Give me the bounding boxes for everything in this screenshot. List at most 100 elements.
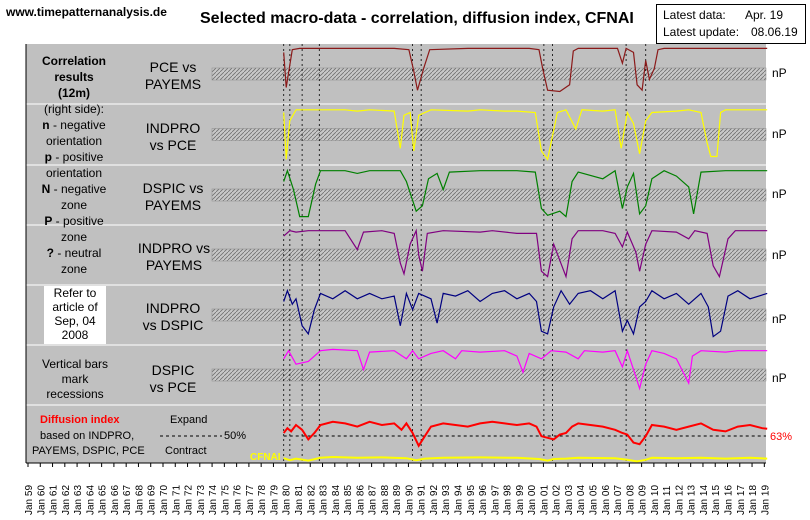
legend-p-text: - positive (51, 150, 104, 164)
panel-label-indpro-dspic-l1: INDPRO (145, 300, 201, 316)
x-tick-label-5: Jan 64 (85, 485, 96, 515)
panel-label-dspic-pce: DSPIC vs PCE (128, 362, 218, 396)
series-indpro-vs-dspic (283, 288, 768, 338)
refer-line-1: Refer to (53, 286, 97, 300)
series-diffusion-index (282, 420, 768, 448)
recession-note: Vertical bars mark recessions (30, 357, 120, 402)
neutral-band-3 (211, 248, 767, 262)
legend-P: P - positive (26, 213, 122, 229)
neutral-band-0 (211, 67, 767, 81)
x-tick-label-14: Jan 73 (196, 485, 207, 515)
x-tick-label-9: Jan 68 (134, 485, 145, 515)
x-tick-label-27: Jan 86 (355, 485, 366, 515)
x-tick-label-40: Jan 99 (515, 485, 526, 515)
legend-q-text: - neutral (53, 246, 102, 260)
result-indpro-payems: nP (772, 248, 787, 262)
result-dspic-pce: nP (772, 371, 787, 385)
panel-label-dspic-payems: DSPIC vs PAYEMS (128, 180, 218, 214)
x-tick-label-29: Jan 88 (380, 485, 391, 515)
panel-label-indpro-pce-l2: vs PCE (149, 137, 197, 153)
refer-line-4: 2008 (61, 328, 89, 342)
x-tick-label-4: Jan 63 (73, 485, 84, 515)
x-tick-label-30: Jan 89 (392, 485, 403, 515)
recession-line-3: recessions (46, 387, 104, 401)
legend-n: n - negative (26, 117, 122, 133)
x-tick-label-43: Jan 02 (552, 485, 563, 515)
x-tick-label-11: Jan 70 (159, 485, 170, 515)
x-tick-label-0: Jan 59 (24, 485, 35, 515)
legend-q-key: ? (46, 246, 54, 260)
x-tick-label-39: Jan 98 (503, 485, 514, 515)
refer-line-3: Sep, 04 (54, 314, 96, 328)
x-tick-label-57: Jan 16 (724, 485, 735, 515)
panel-label-pce-payems-l1: PCE vs (149, 59, 197, 75)
x-tick-label-50: Jan 09 (638, 485, 649, 515)
x-tick-label-60: Jan 19 (760, 485, 771, 515)
diffusion-based-2: PAYEMS, DSPIC, PCE (32, 445, 145, 457)
x-tick-label-21: Jan 80 (282, 485, 293, 515)
x-tick-label-49: Jan 08 (625, 485, 636, 515)
series-dspic-vs-payems (283, 168, 768, 218)
recession-line-2: mark (61, 372, 89, 386)
latest-data-value: Apr. 19 (745, 8, 784, 22)
panel-label-dspic-pce-l1: DSPIC (151, 362, 195, 378)
diffusion-title: Diffusion index (40, 414, 120, 426)
cfnai-label: CFNAI (250, 452, 281, 463)
latest-data-row: Latest data: Apr. 19 (663, 8, 783, 22)
x-tick-label-23: Jan 82 (306, 485, 317, 515)
x-tick-label-54: Jan 13 (687, 485, 698, 515)
x-tick-label-28: Jan 87 (368, 485, 379, 515)
x-tick-label-22: Jan 81 (294, 485, 305, 515)
x-tick-label-19: Jan 78 (257, 485, 268, 515)
legend-P-text2: zone (60, 230, 88, 244)
latest-update-label: Latest update: (663, 25, 740, 39)
x-tick-label-44: Jan 03 (564, 485, 575, 515)
panel-label-indpro-dspic-l2: vs DSPIC (142, 317, 204, 333)
panel-label-dspic-payems-l1: DSPIC vs (142, 180, 204, 196)
x-tick-label-24: Jan 83 (319, 485, 330, 515)
x-tick-label-55: Jan 14 (699, 485, 710, 515)
x-tick-label-47: Jan 06 (601, 485, 612, 515)
x-tick-label-13: Jan 72 (184, 485, 195, 515)
panel-label-indpro-pce: INDPRO vs PCE (128, 120, 218, 154)
legend-P-key: P (44, 214, 53, 228)
x-tick-label-1: Jan 60 (36, 485, 47, 515)
diffusion-based-1: based on INDPRO, (40, 430, 135, 442)
result-dspic-payems: nP (772, 187, 787, 201)
result-indpro-dspic: nP (772, 312, 787, 326)
legend-P-text: - positive (52, 214, 104, 228)
result-pce-payems: nP (772, 66, 787, 80)
x-tick-label-56: Jan 15 (711, 485, 722, 515)
neutral-band-2 (211, 188, 767, 202)
x-tick-label-34: Jan 93 (441, 485, 452, 515)
x-tick-label-25: Jan 84 (331, 485, 342, 515)
x-tick-label-41: Jan 00 (527, 485, 538, 515)
panel-label-dspic-payems-l2: PAYEMS (144, 197, 202, 213)
x-tick-label-48: Jan 07 (613, 485, 624, 515)
contract-label: Contract (165, 445, 207, 457)
x-tick-label-17: Jan 76 (233, 485, 244, 515)
legend-line-3: (12m) (57, 86, 90, 100)
x-tick-label-46: Jan 05 (589, 485, 600, 515)
panel-label-indpro-pce-l1: INDPRO (145, 120, 201, 136)
latest-data-label: Latest data: (663, 8, 726, 22)
refer-box: Refer to article of Sep, 04 2008 (44, 286, 106, 344)
x-tick-label-52: Jan 11 (662, 485, 673, 515)
site-url: www.timepatternanalysis.de (6, 5, 167, 19)
x-tick-label-32: Jan 91 (417, 485, 428, 515)
panel-label-pce-payems: PCE vs PAYEMS (128, 59, 218, 93)
x-tick-label-45: Jan 04 (576, 485, 587, 515)
x-tick-label-33: Jan 92 (429, 485, 440, 515)
x-tick-label-16: Jan 75 (220, 485, 231, 515)
x-tick-label-2: Jan 61 (49, 485, 60, 515)
x-tick-label-15: Jan 74 (208, 485, 219, 515)
x-tick-label-18: Jan 77 (245, 485, 256, 515)
panel-label-dspic-pce-l2: vs PCE (149, 379, 197, 395)
legend-N-text: - negative (50, 182, 107, 196)
fifty-label: 50% (224, 430, 247, 442)
series-indpro-vs-pce (283, 109, 768, 161)
panel-label-indpro-dspic: INDPRO vs DSPIC (128, 300, 218, 334)
x-tick-label-38: Jan 97 (490, 485, 501, 515)
